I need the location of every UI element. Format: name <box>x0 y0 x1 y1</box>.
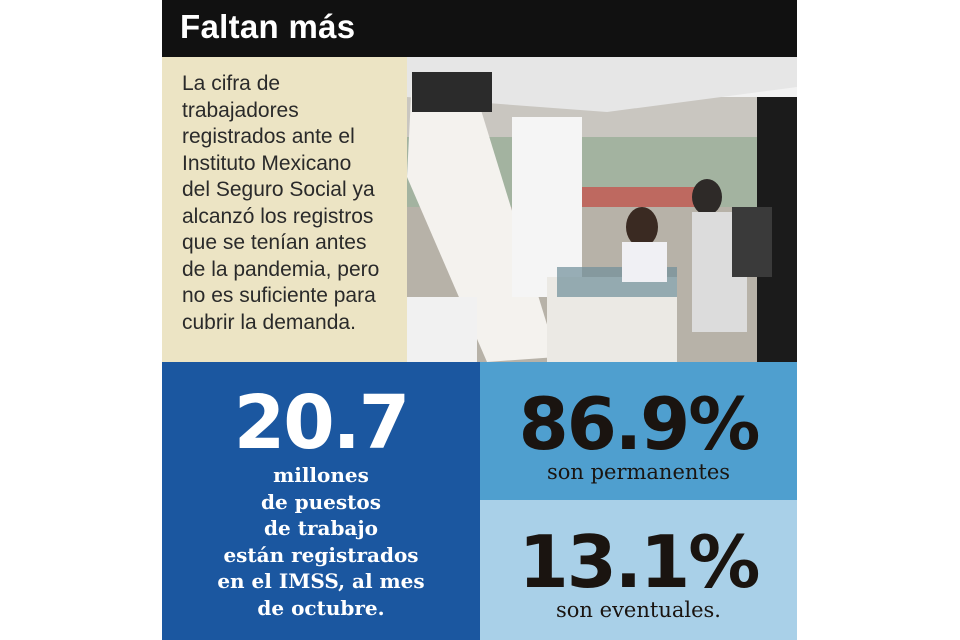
permanent-value: 86.9% <box>518 382 761 466</box>
photo <box>407 57 797 362</box>
intro-line: Instituto Mexicano <box>182 151 352 175</box>
eventual-value: 13.1% <box>518 520 761 604</box>
title: Faltan más <box>180 8 356 45</box>
total-description-line: millones <box>273 463 369 487</box>
intro-line: alcanzó los registros <box>182 204 374 228</box>
total-description-line: de puestos <box>260 489 382 514</box>
intro-line: La cifra de <box>182 72 281 95</box>
intro-line: no es suficiente para <box>182 284 376 307</box>
intro-line: que se tenían antes <box>182 231 367 254</box>
eventual-box: 13.1% son eventuales. <box>480 500 797 640</box>
intro-line: de la pandemia, pero <box>182 257 380 281</box>
total-description-line: están registrados <box>223 542 419 567</box>
title-bar <box>162 0 797 57</box>
total-description-line: de octubre. <box>257 595 385 620</box>
total-description-line: de trabajo <box>264 516 378 540</box>
total-box: 20.7 millones de puestos de trabajo están r… <box>162 362 480 640</box>
total-description-line: en el IMSS, al mes <box>217 569 425 593</box>
intro-line: trabajadores <box>182 98 299 122</box>
intro-line: del Seguro Social ya <box>182 178 375 201</box>
permanent-label: son permanentes <box>546 460 731 484</box>
permanent-box: 86.9% son permanentes <box>480 362 797 500</box>
intro-line: cubrir la demanda. <box>182 310 356 334</box>
total-value: 20.7 <box>233 380 411 466</box>
total-description: millones de puestos de trabajo están regist… <box>162 462 480 621</box>
eventual-label: son eventuales. <box>556 598 721 622</box>
intro-box: La cifra de trabajadores registrados ante … <box>162 57 407 362</box>
intro-line: registrados ante el <box>182 125 355 148</box>
